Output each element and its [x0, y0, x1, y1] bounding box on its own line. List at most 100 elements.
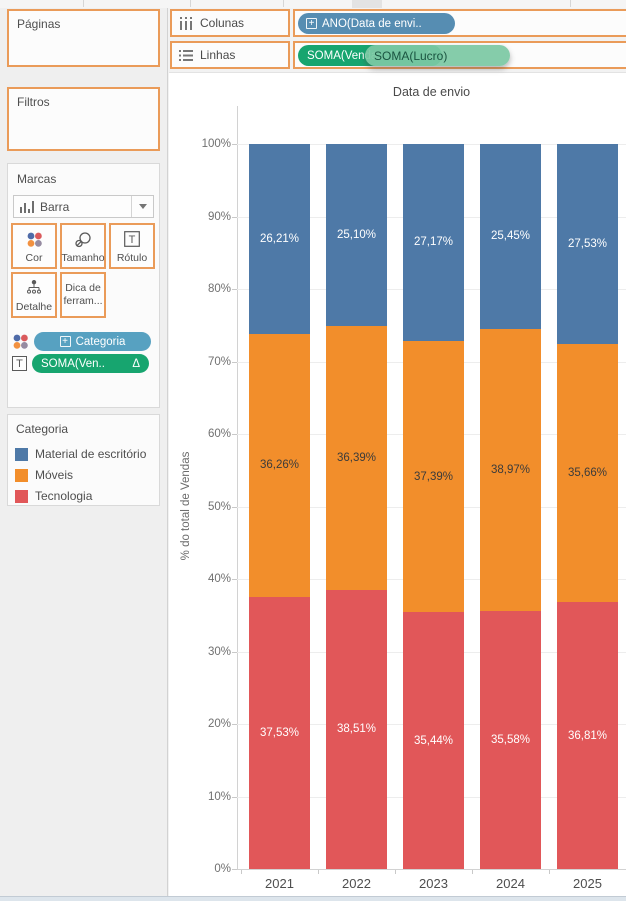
bar-value-label: 38,97%: [490, 463, 530, 476]
columns-icon: [179, 16, 194, 30]
legend-title: Categoria: [16, 422, 69, 436]
bar-2025[interactable]: 27,53% 35,66% 36,81%: [557, 144, 618, 869]
marks-card: Marcas Barra Cor Tamanho T Rótulo Detalhe Dic…: [7, 163, 160, 408]
legend-label: Móveis: [35, 468, 74, 482]
y-tick-label: 70%: [207, 355, 231, 368]
x-axis-label-2024: 2024: [496, 876, 525, 891]
expand-icon[interactable]: +: [306, 18, 317, 29]
rows-shelf-header: Linhas: [170, 41, 290, 69]
bar-value-label: 26,21%: [259, 233, 299, 245]
bar-2023[interactable]: 27,17% 37,39% 35,44%: [403, 144, 464, 869]
mark-type-value: Barra: [40, 199, 70, 214]
legend-item-3[interactable]: Tecnologia: [15, 487, 92, 505]
marks-button-label: Dica de ferram...: [63, 281, 103, 307]
bar-2022[interactable]: 25,10% 36,39% 38,51%: [326, 144, 387, 869]
legend-item-1[interactable]: Material de escritório: [15, 445, 146, 463]
toolbar-separator: [283, 0, 284, 7]
toolbar-strip: [0, 0, 626, 8]
y-tick-mark: [232, 144, 237, 145]
marks-pill-categoria[interactable]: + Categoria: [34, 332, 151, 351]
bar-value-label: 38,51%: [336, 723, 376, 736]
bar-segment-material-de-escrit-rio[interactable]: 25,45%: [480, 144, 541, 329]
marks-pill-soma-label: SOMA(Ven..: [41, 357, 105, 370]
bar-segment-m-veis[interactable]: 37,39%: [403, 340, 464, 613]
marks-button-cor[interactable]: Cor: [11, 223, 57, 269]
toolbar-separator: [570, 0, 571, 7]
bar-value-label: 25,45%: [490, 230, 530, 243]
columns-shelf-label: Colunas: [200, 16, 245, 30]
dragged-pill-soma-lucro[interactable]: SOMA(Lucro): [365, 45, 510, 66]
y-tick-label: 40%: [207, 573, 231, 585]
bar-segment-m-veis[interactable]: 36,39%: [326, 325, 387, 590]
columns-pill-ano-data-de-envio[interactable]: + ANO(Data de envi..: [298, 13, 455, 34]
bar-segment-tecnologia[interactable]: 35,44%: [403, 612, 464, 869]
marks-pill-soma-vendas[interactable]: SOMA(Ven.. Δ: [32, 354, 149, 373]
bar-segment-m-veis[interactable]: 36,26%: [249, 334, 310, 597]
legend-swatch: [15, 468, 28, 482]
y-tick-label: 20%: [207, 718, 231, 730]
bar-value-label: 35,44%: [413, 734, 453, 747]
pages-shelf-label: Páginas: [17, 17, 61, 31]
y-tick-mark: [232, 506, 237, 508]
bar-segment-tecnologia[interactable]: 38,51%: [326, 589, 387, 869]
y-tick-label: 80%: [207, 283, 231, 295]
bar-2024[interactable]: 25,45% 38,97% 35,58%: [480, 144, 541, 869]
y-tick-label: 100%: [201, 138, 231, 150]
y-tick-label: 50%: [207, 500, 231, 513]
y-axis-line: [237, 106, 238, 869]
dragged-pill-label: SOMA(Lucro): [374, 48, 448, 63]
legend-label: Material de escritório: [35, 447, 147, 461]
x-tick-mark: [472, 870, 473, 874]
bar-segment-material-de-escrit-rio[interactable]: 26,21%: [249, 144, 310, 335]
bar-segment-material-de-escrit-rio[interactable]: 25,10%: [326, 144, 387, 326]
columns-shelf-header: Colunas: [170, 9, 290, 37]
x-axis-label-2022: 2022: [342, 876, 371, 891]
size-circles-icon: [62, 231, 104, 249]
legend-swatch: [15, 489, 28, 503]
bar-segment-m-veis[interactable]: 35,66%: [557, 343, 618, 603]
y-tick-mark: [232, 216, 237, 218]
filters-shelf[interactable]: Filtros: [7, 87, 160, 151]
marks-button-label: Tamanho: [61, 252, 105, 264]
worksheet-view: Data de envio % do total de Vendas 0% 10%…: [169, 72, 626, 896]
marks-button-detalhe[interactable]: Detalhe: [11, 272, 57, 318]
bar-value-label: 37,39%: [413, 470, 453, 483]
bar-segment-material-de-escrit-rio[interactable]: 27,17%: [403, 144, 464, 341]
pages-shelf[interactable]: Páginas: [7, 9, 160, 67]
bar-segment-tecnologia[interactable]: 35,58%: [480, 611, 541, 869]
bar-segment-m-veis[interactable]: 38,97%: [480, 328, 541, 612]
delta-icon: Δ: [132, 357, 140, 370]
marks-button-dica-de-ferram[interactable]: Dica de ferram...: [60, 272, 106, 318]
toolbar-button-bottom: [352, 0, 382, 8]
bar-value-label: 35,58%: [490, 734, 530, 746]
marks-button-tamanho[interactable]: Tamanho: [60, 223, 106, 269]
text-box-icon: T: [111, 231, 153, 247]
bar-value-label: 37,53%: [259, 726, 299, 739]
y-tick-label: 0%: [214, 863, 231, 875]
color-legend-card: Categoria Material de escritório Móveis Te…: [7, 414, 160, 506]
bar-value-label: 27,17%: [413, 236, 453, 249]
marks-button-label: Rótulo: [116, 252, 148, 264]
color-icon: [12, 333, 29, 350]
rows-pill-label: SOMA(Venda..: [307, 49, 384, 62]
x-tick-mark: [395, 870, 396, 874]
bar-segment-tecnologia[interactable]: 36,81%: [557, 602, 618, 869]
bar-segment-material-de-escrit-rio[interactable]: 27,53%: [557, 144, 618, 344]
marks-buttons-grid: Cor Tamanho T Rótulo Detalhe Dica de ferram..…: [11, 223, 161, 318]
dropdown-caret[interactable]: [131, 196, 153, 217]
bar-2021[interactable]: 26,21% 36,26% 37,53%: [249, 144, 310, 869]
y-tick-label: 60%: [207, 428, 231, 440]
legend-item-2[interactable]: Móveis: [15, 466, 73, 484]
bar-value-label: 35,66%: [567, 466, 607, 479]
marks-button-r-tulo[interactable]: T Rótulo: [109, 223, 155, 269]
mark-type-dropdown[interactable]: Barra: [13, 195, 154, 218]
svg-text:T: T: [129, 234, 136, 246]
columns-shelf[interactable]: + ANO(Data de envi..: [293, 9, 626, 37]
expand-icon[interactable]: +: [59, 336, 71, 347]
bar-chart-icon: [20, 200, 34, 214]
rows-icon: [179, 49, 194, 62]
toolbar-separator: [190, 0, 191, 7]
bar-segment-tecnologia[interactable]: 37,53%: [249, 596, 310, 869]
y-tick-mark: [232, 289, 237, 290]
y-tick-mark: [232, 579, 237, 580]
